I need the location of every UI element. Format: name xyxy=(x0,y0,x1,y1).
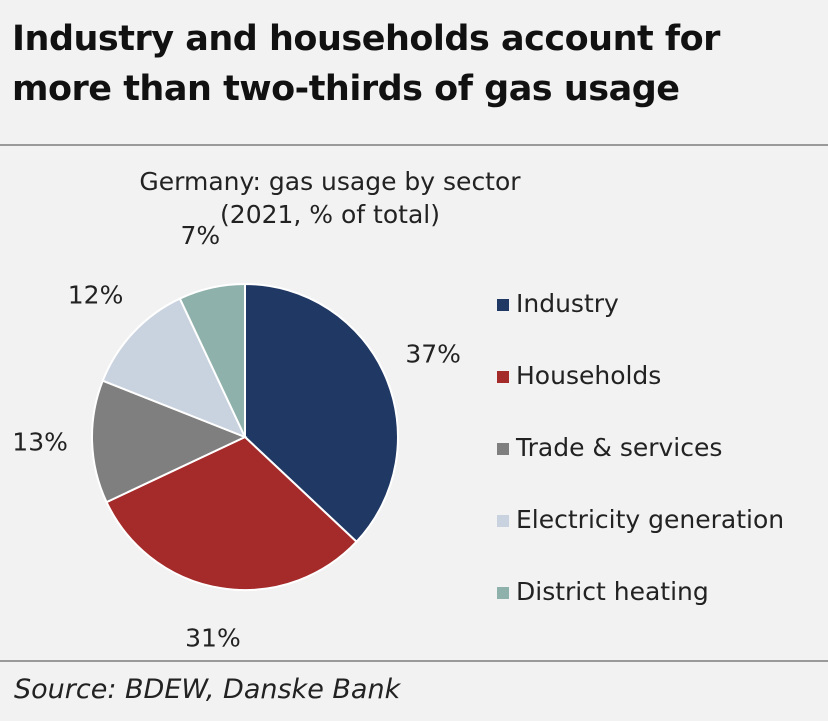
pie-slice-industry xyxy=(244,282,399,544)
legend-label-electricity-generation: Electricity generation xyxy=(516,505,784,534)
headline: Industry and households account for more… xyxy=(12,14,812,114)
pie-slice-electricity-generation xyxy=(101,297,247,439)
legend-swatch-electricity-generation xyxy=(497,515,509,527)
source-note: Source: BDEW, Danske Bank xyxy=(14,674,401,705)
pie-chart: 37% 31% 13% 12% 7% Industry Households Trade & … xyxy=(12,221,784,653)
legend-label-households: Households xyxy=(516,361,661,390)
legend-swatch-trade-services xyxy=(497,443,509,455)
chart-title: Germany: gas usage by sector xyxy=(139,167,521,196)
data-label-trade-services: 13% xyxy=(12,427,68,456)
data-label-district-heating: 7% xyxy=(180,221,220,250)
pie-slice-households xyxy=(105,435,358,591)
pie-slice-trade-services xyxy=(91,379,248,504)
data-label-industry: 37% xyxy=(405,340,461,369)
top-divider xyxy=(0,144,828,146)
data-label-households: 31% xyxy=(185,623,241,652)
legend-swatch-industry xyxy=(497,299,509,311)
legend-label-district-heating: District heating xyxy=(516,577,709,606)
legend-swatch-households xyxy=(497,371,509,383)
headline-line-1: Industry and households account for xyxy=(12,19,720,59)
legend-swatch-district-heating xyxy=(497,587,509,599)
bottom-divider xyxy=(0,660,828,662)
chart-subtitle: (2021, % of total) xyxy=(220,200,440,229)
legend-label-industry: Industry xyxy=(516,289,619,318)
pie-slice-district-heating xyxy=(178,282,246,438)
legend-label-trade-services: Trade & services xyxy=(515,433,722,462)
headline-line-2: more than two-thirds of gas usage xyxy=(12,69,680,109)
data-label-electricity-generation: 12% xyxy=(68,281,124,310)
